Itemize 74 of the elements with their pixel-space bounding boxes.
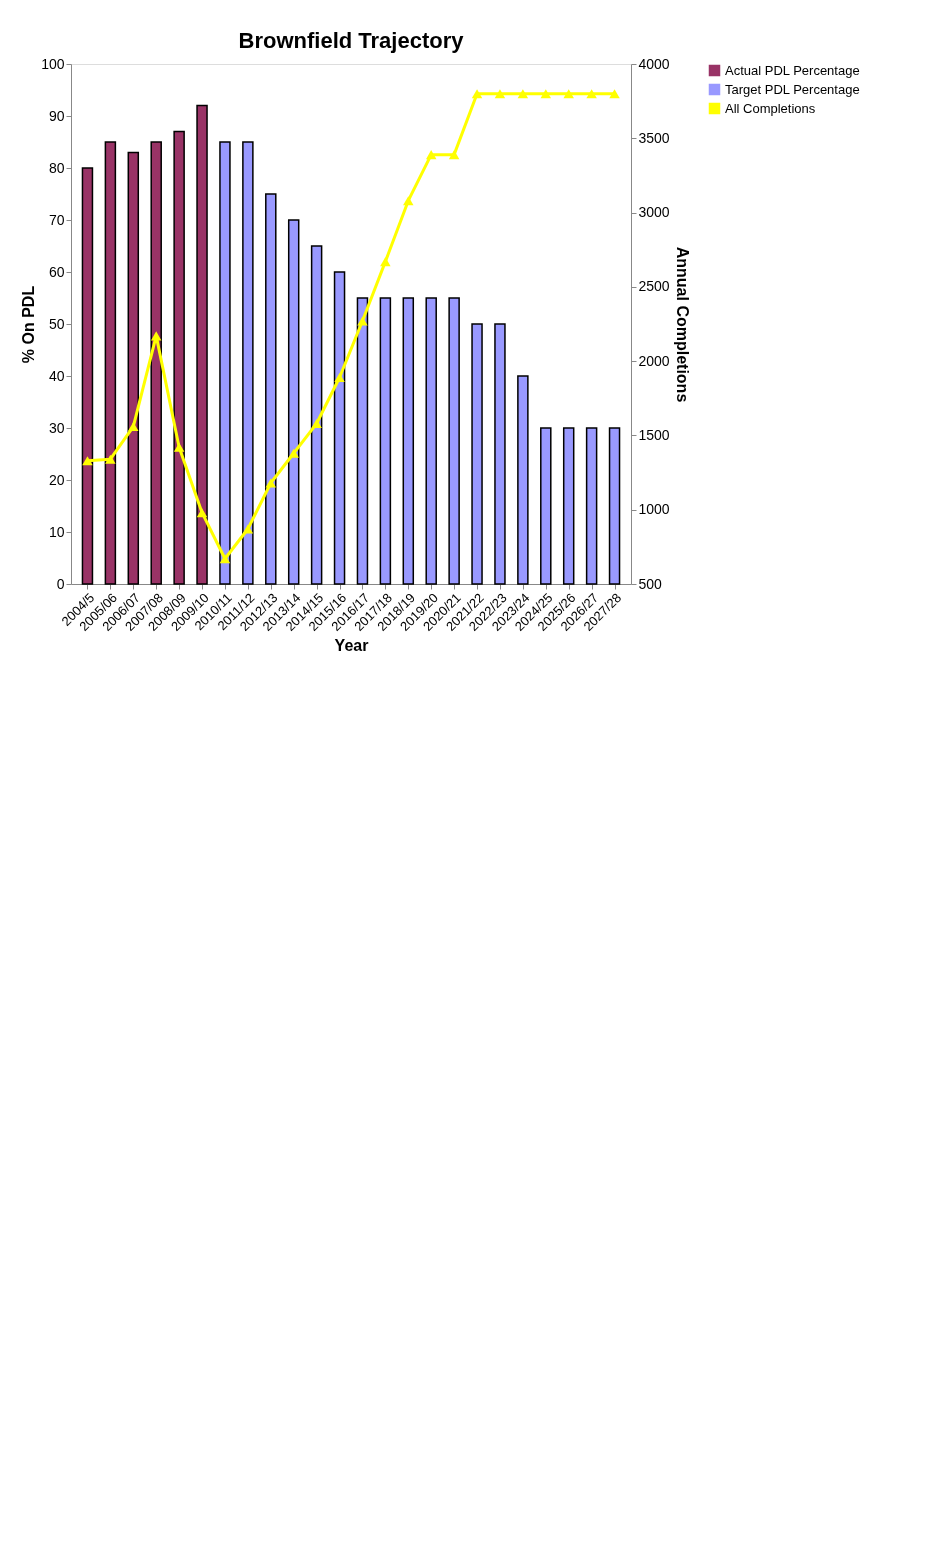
y-axis-title: % On PDL [20, 285, 38, 364]
point [150, 331, 162, 341]
point [311, 419, 322, 429]
bar [471, 323, 483, 585]
y2-tick-label: 1500 [638, 426, 670, 443]
y2-tick-label: 1000 [638, 501, 670, 518]
point [517, 89, 529, 99]
y-tick-label: 50 [48, 315, 65, 332]
point [425, 150, 437, 160]
point [242, 524, 254, 534]
bar [196, 104, 208, 585]
point [265, 478, 277, 488]
bar [104, 141, 117, 585]
x-axis-title: Year [334, 636, 369, 654]
bar [402, 297, 415, 585]
bar [379, 297, 392, 585]
bar [81, 167, 94, 585]
point [540, 89, 552, 99]
chart-title: Brownfield Trajectory [238, 28, 465, 53]
bar [242, 141, 254, 585]
y-tick-label: 40 [48, 367, 65, 384]
bar [494, 323, 506, 585]
y2-tick-label: 500 [638, 575, 663, 592]
bar [562, 427, 575, 585]
bar [585, 427, 598, 585]
bar [540, 427, 552, 585]
legend-label: All Completions [725, 100, 816, 116]
y-tick-label: 100 [41, 55, 65, 72]
y-tick-label: 70 [48, 211, 65, 228]
point [448, 150, 460, 160]
point [82, 456, 93, 466]
legend-label: Target PDL Percentage [725, 81, 860, 97]
bar [173, 130, 185, 585]
point [380, 257, 391, 267]
y2-tick-label: 3500 [638, 129, 670, 146]
point [334, 372, 345, 383]
point [403, 196, 414, 206]
legend-label: Actual PDL Percentage [725, 62, 860, 78]
point [196, 508, 208, 518]
bar [356, 297, 369, 585]
bar [333, 271, 346, 585]
point [128, 421, 139, 432]
y-tick-label: 30 [48, 419, 65, 436]
y2-tick-label: 2500 [638, 278, 670, 295]
bar [425, 297, 437, 585]
bar [310, 245, 323, 585]
bar [517, 375, 529, 585]
point [494, 89, 506, 99]
y2-tick-label: 3000 [638, 204, 670, 221]
y-tick-label: 20 [48, 471, 65, 488]
point [609, 89, 620, 99]
point [471, 89, 483, 99]
y2-axis-title: Annual Completions [673, 246, 691, 403]
point [288, 448, 299, 458]
bar [127, 151, 140, 585]
point [219, 554, 231, 564]
y-tick-label: 80 [48, 159, 65, 176]
bar [287, 219, 300, 585]
bar [150, 141, 162, 585]
y2-tick-label: 2000 [638, 352, 670, 369]
point [173, 442, 185, 452]
point [105, 454, 116, 464]
bar [608, 427, 621, 585]
y-tick-label: 0 [56, 575, 65, 592]
y2-tick-label: 4000 [638, 55, 670, 72]
point [563, 89, 574, 99]
bar [265, 193, 277, 585]
y-tick-label: 60 [48, 263, 65, 280]
y-tick-label: 90 [48, 107, 65, 124]
point [586, 89, 597, 99]
bar [219, 141, 231, 585]
point [357, 316, 368, 326]
bar [448, 297, 460, 585]
y-tick-label: 10 [48, 523, 65, 540]
